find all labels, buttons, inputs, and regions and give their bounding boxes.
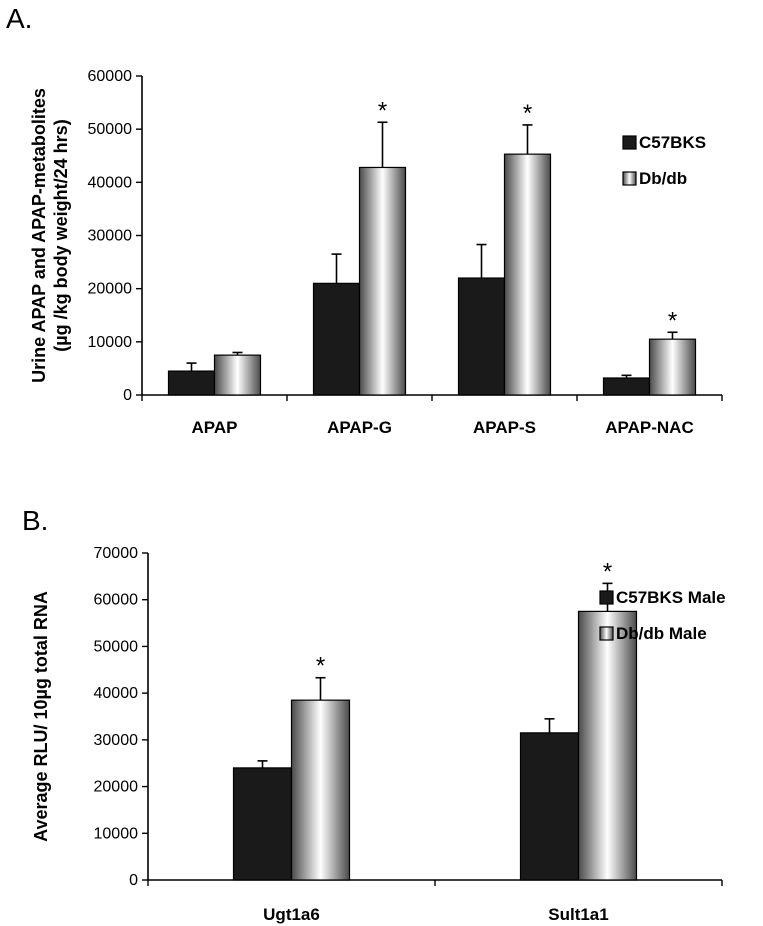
y-axis-label-line: Average RLU/ 10µg total RNA (31, 591, 51, 842)
bar-series-2 (213, 354, 262, 396)
bar-series-1 (232, 767, 293, 881)
panel-a-label: A. (6, 3, 32, 34)
panel-b-label: B. (22, 505, 48, 536)
legend-swatch-series-1 (599, 590, 614, 605)
legend-swatch-series-1 (622, 135, 637, 150)
significance-marker: * (523, 100, 532, 127)
y-tick-label: 10000 (88, 334, 133, 351)
legend-label-series-2: Db/db (639, 169, 687, 188)
bar-series-2 (290, 699, 351, 881)
y-axis-label-line: (µg /kg body weight/24 hrs) (51, 119, 71, 351)
y-tick-label: 50000 (94, 638, 139, 655)
y-tick-label: 50000 (88, 121, 133, 138)
y-tick-label: 40000 (94, 685, 139, 702)
x-category-label: APAP-G (327, 418, 392, 437)
x-category-label: Ugt1a6 (263, 905, 320, 924)
legend-swatch-series-2 (599, 626, 614, 641)
y-tick-label: 60000 (88, 68, 133, 85)
y-tick-label: 60000 (94, 592, 139, 609)
y-axis-label: Urine APAP and APAP-metabolites (µg /kg b… (29, 88, 71, 383)
y-tick-label: 30000 (88, 228, 133, 245)
y-tick-label: 40000 (88, 174, 133, 191)
y-tick-label: 70000 (94, 545, 139, 562)
bar-series-2 (358, 166, 407, 396)
bar-series-1 (167, 370, 216, 396)
x-category-label: APAP-S (473, 418, 536, 437)
significance-marker: * (316, 653, 325, 680)
x-category-label: Sult1a1 (548, 905, 608, 924)
y-tick-label: 30000 (94, 732, 139, 749)
bar-series-2 (648, 338, 697, 396)
significance-marker: * (603, 558, 612, 585)
significance-marker: * (378, 97, 387, 124)
significance-marker: * (668, 307, 677, 334)
bar-series-2 (577, 610, 638, 881)
bar-series-1 (519, 732, 580, 881)
y-axis-label: Average RLU/ 10µg total RNA (31, 591, 51, 842)
legend-label-series-1: C57BKS Male (616, 588, 726, 607)
bar-series-1 (602, 377, 651, 396)
x-category-label: APAP-NAC (605, 418, 693, 437)
bar-series-1 (312, 282, 361, 396)
bar-series-1 (457, 277, 506, 396)
y-tick-label: 20000 (94, 779, 139, 796)
y-tick-label: 0 (123, 387, 132, 404)
legend-label-series-2: Db/db Male (616, 624, 707, 643)
chart-b: 0 10000 20000 30000 40000 50000 60000 70000 Ugt1… (31, 545, 726, 924)
y-axis-label-line: Urine APAP and APAP-metabolites (29, 88, 49, 383)
x-category-label: APAP (192, 418, 238, 437)
legend-swatch-series-2 (622, 171, 637, 186)
y-tick-label: 10000 (94, 825, 139, 842)
legend-label-series-1: C57BKS (639, 133, 706, 152)
bar-series-2 (503, 153, 552, 396)
y-tick-label: 20000 (88, 281, 133, 298)
chart-a: 0 10000 20000 30000 40000 50000 60000 APAP APAP-… (29, 68, 723, 437)
y-tick-label: 0 (129, 872, 138, 889)
